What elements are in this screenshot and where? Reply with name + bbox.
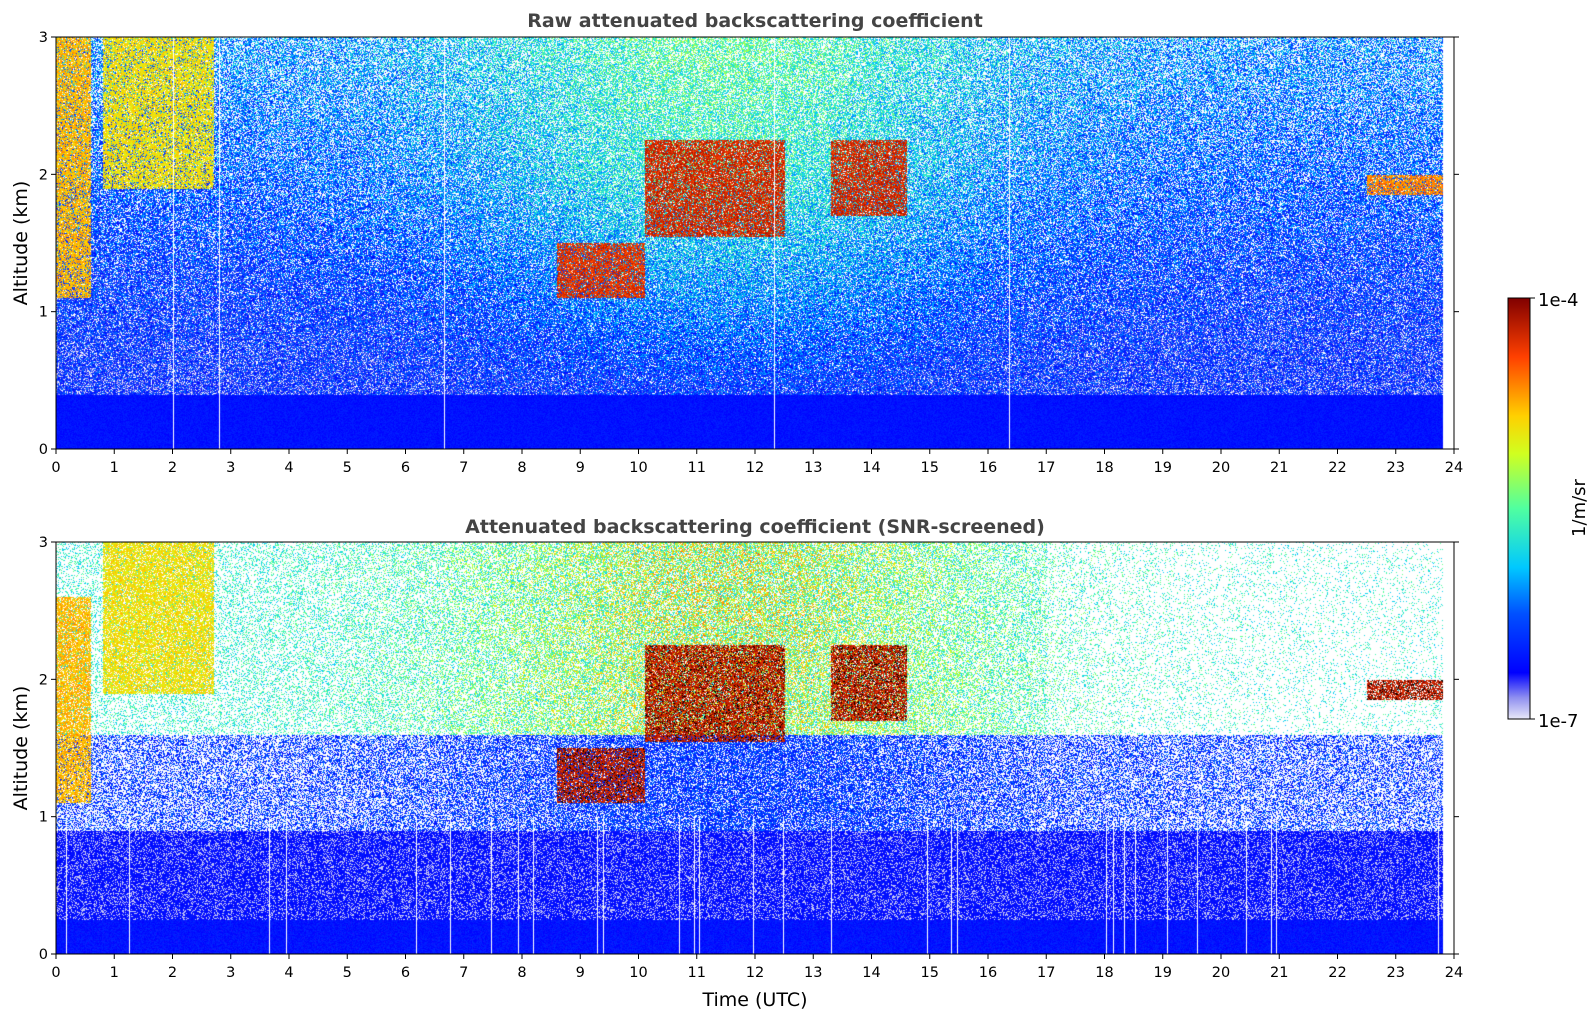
panel-raw-xtick-label: 3 <box>226 460 235 476</box>
panel-snr-ytick-label: 2 <box>39 672 48 688</box>
panel-snr-xtick-label: 4 <box>284 965 293 981</box>
panel-snr-xtick-label: 14 <box>862 965 880 981</box>
panel-raw-xtick-label: 6 <box>401 460 410 476</box>
panel-snr-xtick-label: 7 <box>459 965 468 981</box>
panel-snr-xtick-label: 13 <box>804 965 822 981</box>
panel-raw-heatmap <box>56 37 1454 449</box>
panel-snr-xtick-label: 5 <box>343 965 352 981</box>
panel-raw-title: Raw attenuated backscattering coefficien… <box>527 10 983 32</box>
panel-snr-xtick-label: 20 <box>1212 965 1230 981</box>
panel-raw-xtick-label: 1 <box>110 460 119 476</box>
panel-snr-ticks: 0 1 2 3 4 5 6 7 8 9 10 11 12 13 14 15 16 17 18 19 20 21 22 23 24… <box>39 535 1463 981</box>
panel-raw-xtick-label: 22 <box>1328 460 1346 476</box>
panel-raw-xtick-label: 4 <box>284 460 293 476</box>
colorbar-unit-label: 1/m/sr <box>1569 478 1590 536</box>
panel-snr-xtick-label: 1 <box>110 965 119 981</box>
panel-snr-xtick-label: 3 <box>226 965 235 981</box>
panel-snr-title: Attenuated backscattering coefficient (S… <box>465 516 1045 538</box>
colorbar-max-label: 1e-4 <box>1538 290 1578 311</box>
panel-snr-xtick-label: 22 <box>1328 965 1346 981</box>
panel-snr-xtick-label: 15 <box>921 965 939 981</box>
panel-snr-ytick-label: 3 <box>39 535 48 551</box>
panel-raw-xtick-label: 2 <box>168 460 177 476</box>
panel-snr-xtick-label: 9 <box>576 965 585 981</box>
panel-snr-xtick-label: 2 <box>168 965 177 981</box>
panel-raw-xtick-label: 7 <box>459 460 468 476</box>
panel-raw-xtick-label: 17 <box>1037 460 1055 476</box>
panel-snr-xtick-label: 17 <box>1037 965 1055 981</box>
panel-snr-xtick-label: 16 <box>979 965 997 981</box>
panel-snr-xtick-label: 11 <box>688 965 706 981</box>
panel-raw-xtick-label: 24 <box>1445 460 1463 476</box>
panel-raw-xtick-label: 14 <box>862 460 880 476</box>
panel-snr: Attenuated backscattering coefficient (S… <box>10 516 1463 1011</box>
panel-snr-ytick-label: 0 <box>39 947 48 963</box>
panel-raw-ytick-label: 1 <box>39 305 48 321</box>
panel-raw-xtick-label: 16 <box>979 460 997 476</box>
panel-raw-xtick-label: 23 <box>1387 460 1405 476</box>
panel-snr-xtick-label: 21 <box>1270 965 1288 981</box>
panel-raw-ylabel: Altitude (km) <box>10 181 32 306</box>
panel-snr-xtick-label: 10 <box>629 965 647 981</box>
panel-snr-xtick-label: 23 <box>1387 965 1405 981</box>
panel-raw-xtick-label: 10 <box>629 460 647 476</box>
panel-raw-xtick-label: 18 <box>1095 460 1113 476</box>
panel-raw-ticks: 0 1 2 3 4 5 6 7 8 9 10 11 12 13 14 15 16 17 18 19 20 21 22 23 24… <box>39 30 1463 476</box>
panel-snr-xtick-label: 6 <box>401 965 410 981</box>
panel-snr-ylabel: Altitude (km) <box>10 686 32 811</box>
panel-raw-xtick-label: 11 <box>688 460 706 476</box>
panel-raw-xtick-label: 5 <box>343 460 352 476</box>
panel-snr-xtick-label: 12 <box>746 965 764 981</box>
panel-snr-ytick-label: 1 <box>39 810 48 826</box>
panel-raw-xtick-label: 21 <box>1270 460 1288 476</box>
panel-snr-xtick-label: 24 <box>1445 965 1463 981</box>
colorbar-min-label: 1e-7 <box>1538 711 1578 732</box>
panel-raw-ytick-label: 3 <box>39 30 48 46</box>
panel-raw-xtick-label: 20 <box>1212 460 1230 476</box>
colorbar-ticks <box>1530 297 1535 720</box>
panel-raw: Raw attenuated backscattering coefficien… <box>10 10 1463 476</box>
panel-raw-xtick-label: 9 <box>576 460 585 476</box>
panel-raw-xtick-label: 12 <box>746 460 764 476</box>
panel-raw-ytick-label: 2 <box>39 167 48 183</box>
panel-snr-xtick-label: 19 <box>1154 965 1172 981</box>
colorbar-gradient <box>1507 297 1531 720</box>
panel-snr-xtick-label: 18 <box>1095 965 1113 981</box>
panel-snr-xlabel: Time (UTC) <box>701 989 807 1011</box>
colorbar: 1e-4 1e-7 1/m/sr <box>1507 290 1590 732</box>
panel-raw-ytick-label: 0 <box>39 442 48 458</box>
panel-raw-xtick-label: 13 <box>804 460 822 476</box>
panel-raw-xtick-label: 19 <box>1154 460 1172 476</box>
panel-raw-xtick-label: 15 <box>921 460 939 476</box>
panel-snr-xtick-label: 0 <box>51 965 60 981</box>
panel-raw-xtick-label: 8 <box>517 460 526 476</box>
panel-snr-heatmap <box>56 542 1454 954</box>
panel-snr-xtick-label: 8 <box>517 965 526 981</box>
panel-raw-xtick-label: 0 <box>51 460 60 476</box>
